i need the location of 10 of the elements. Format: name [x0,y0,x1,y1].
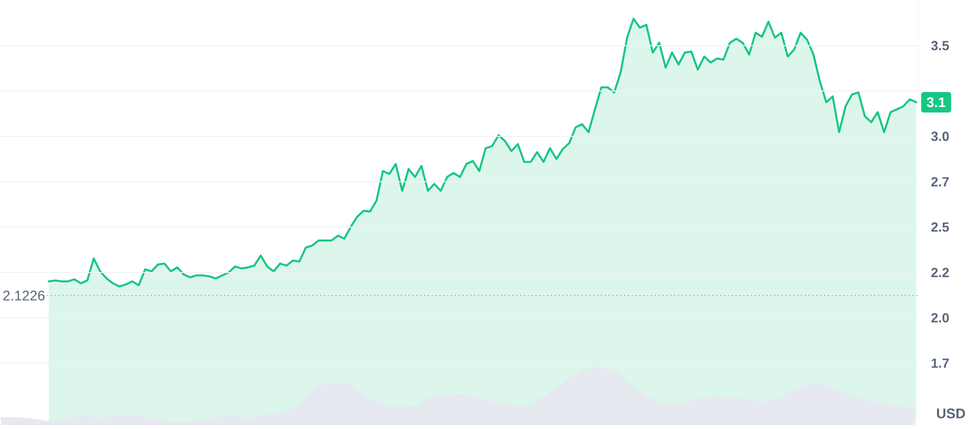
ref-line-label: 2.1226 [3,290,45,300]
y-tick-label: 3.5 [931,40,949,50]
y-axis-title: USD [937,408,965,418]
y-tick-label: 2.5 [931,222,949,232]
y-tick-label: 2.0 [931,313,949,322]
y-tick-label: 2.7 [931,177,949,186]
y-tick-label: 3.0 [931,132,949,142]
y-tick-label: 1.7 [932,358,949,368]
y-tick-label: 2.2 [931,268,949,278]
text: 3.1 [926,97,946,108]
